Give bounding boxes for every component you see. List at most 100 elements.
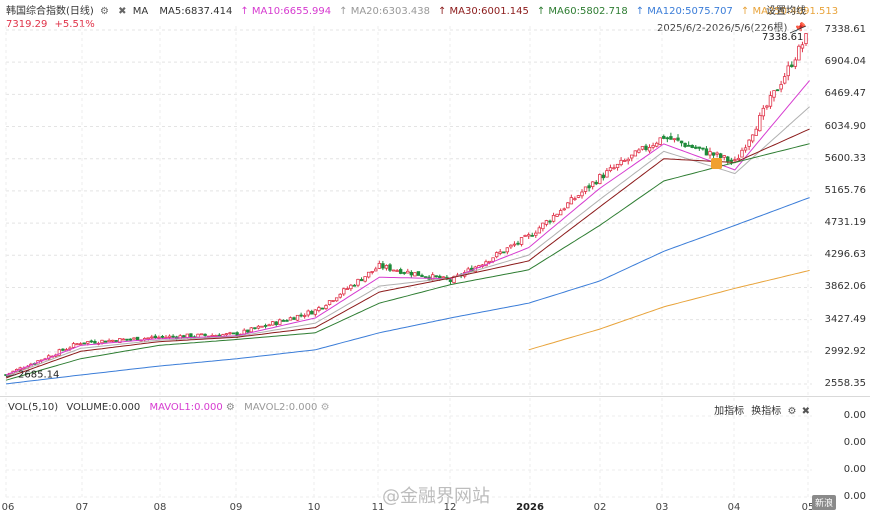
candle-body xyxy=(121,338,126,341)
gear-icon[interactable]: ⚙ xyxy=(100,6,109,17)
candle-body xyxy=(246,329,250,333)
candle-body xyxy=(363,276,367,282)
close-icon[interactable]: ✖ xyxy=(801,406,810,417)
ma-item: ↑ MA30:6001.145 xyxy=(438,6,529,17)
candle-body xyxy=(288,317,293,321)
settings-ma-label: 设置均线 xyxy=(766,6,806,17)
candle-body xyxy=(278,319,282,325)
candle-body xyxy=(786,65,790,77)
candle-body xyxy=(519,237,524,245)
candle-body xyxy=(608,167,613,172)
change-indicator-button[interactable]: 换指标 xyxy=(751,406,782,417)
vol-tick-label: 0.00 xyxy=(843,491,866,502)
event-marker xyxy=(711,158,722,169)
candle-body xyxy=(374,268,378,272)
panel-divider xyxy=(0,396,870,397)
candle-body xyxy=(338,293,342,298)
candle-body xyxy=(576,195,581,198)
ma-line-ma20 xyxy=(5,106,810,377)
candle-body xyxy=(103,340,108,343)
y-tick-label: 4731.19 xyxy=(824,217,866,229)
candle-body xyxy=(118,338,122,344)
ma-line-ma120 xyxy=(5,197,810,385)
ma-item: ↑ MA250:4091.513 xyxy=(740,6,839,17)
candle-body xyxy=(93,341,97,344)
candle-body xyxy=(797,45,801,61)
candle-body xyxy=(512,243,517,246)
y-tick-label: 6904.04 xyxy=(824,56,866,68)
mavol1-gear-icon[interactable]: ⚙ xyxy=(225,402,235,413)
candle-body xyxy=(502,251,506,254)
candle-body xyxy=(736,157,741,161)
candle-body xyxy=(331,300,335,302)
candle-body xyxy=(352,284,357,287)
candle-body xyxy=(313,309,318,315)
candle-body xyxy=(434,275,438,278)
vol-label: VOL(5,10) xyxy=(8,402,59,413)
candle-body xyxy=(494,252,499,258)
candle-body xyxy=(398,269,403,274)
candle-body xyxy=(132,337,136,340)
candle-body xyxy=(672,138,677,141)
candle-body xyxy=(295,314,300,321)
y-tick-label: 5600.33 xyxy=(824,152,866,164)
gear-icon[interactable]: ⚙ xyxy=(787,406,797,417)
candle-body xyxy=(491,257,495,262)
indicator-controls: 加指标 换指标 ⚙ ✖ xyxy=(714,402,810,417)
candle-body xyxy=(694,146,698,149)
candle-body xyxy=(583,186,588,192)
candle-body xyxy=(86,341,90,344)
x-tick-label: 07 xyxy=(75,502,89,513)
mavol2-gear-icon[interactable]: ⚙ xyxy=(320,402,330,413)
candle-body xyxy=(150,336,154,339)
candle-body xyxy=(366,271,371,278)
vol-tick-label: 0.00 xyxy=(843,464,866,475)
ma-line-ma60 xyxy=(5,143,810,381)
add-indicator-button[interactable]: 加指标 xyxy=(714,406,745,417)
candle-body xyxy=(416,271,421,276)
x-tick-label: 2026 xyxy=(516,502,544,513)
candle-body xyxy=(498,251,502,254)
candle-body xyxy=(747,139,751,147)
candle-body xyxy=(633,150,638,157)
ma-item: MA5:6837.414 xyxy=(159,6,233,17)
candle-body xyxy=(342,288,346,295)
candle-body xyxy=(406,270,410,274)
candle-body xyxy=(57,349,62,356)
candle-body xyxy=(551,215,556,222)
x-tick-label: 10 xyxy=(307,502,321,513)
candle-body xyxy=(384,265,389,269)
candle-body xyxy=(75,343,79,346)
candle-body xyxy=(658,137,662,145)
candle-body xyxy=(324,305,328,310)
candle-body xyxy=(534,232,538,236)
candle-body xyxy=(630,154,634,159)
candle-body xyxy=(750,134,755,142)
candle-body xyxy=(679,140,684,144)
candle-body xyxy=(587,185,591,189)
candle-body xyxy=(302,315,307,317)
close-icon[interactable]: ✖ xyxy=(118,6,127,17)
candle-body xyxy=(594,181,598,185)
candle-body xyxy=(128,338,133,341)
candle-body xyxy=(566,202,570,209)
settings-ma-button[interactable]: 设置均线 xyxy=(766,2,806,17)
ma-line-ma30 xyxy=(5,128,810,379)
candle-body xyxy=(61,348,65,351)
candle-body xyxy=(740,149,744,158)
ma-item: ↑ MA20:6303.438 xyxy=(339,6,430,17)
candle-body xyxy=(619,159,623,166)
candle-body xyxy=(409,271,414,276)
candle-body xyxy=(334,297,339,302)
candle-body xyxy=(541,222,545,230)
candle-body xyxy=(804,33,808,44)
candle-body xyxy=(743,147,748,151)
candle-body xyxy=(573,198,577,200)
candle-body xyxy=(637,149,641,153)
candle-body xyxy=(647,146,652,152)
candle-body xyxy=(690,144,694,148)
candle-body xyxy=(110,339,115,342)
candle-body xyxy=(765,105,769,108)
candle-body xyxy=(292,317,296,320)
